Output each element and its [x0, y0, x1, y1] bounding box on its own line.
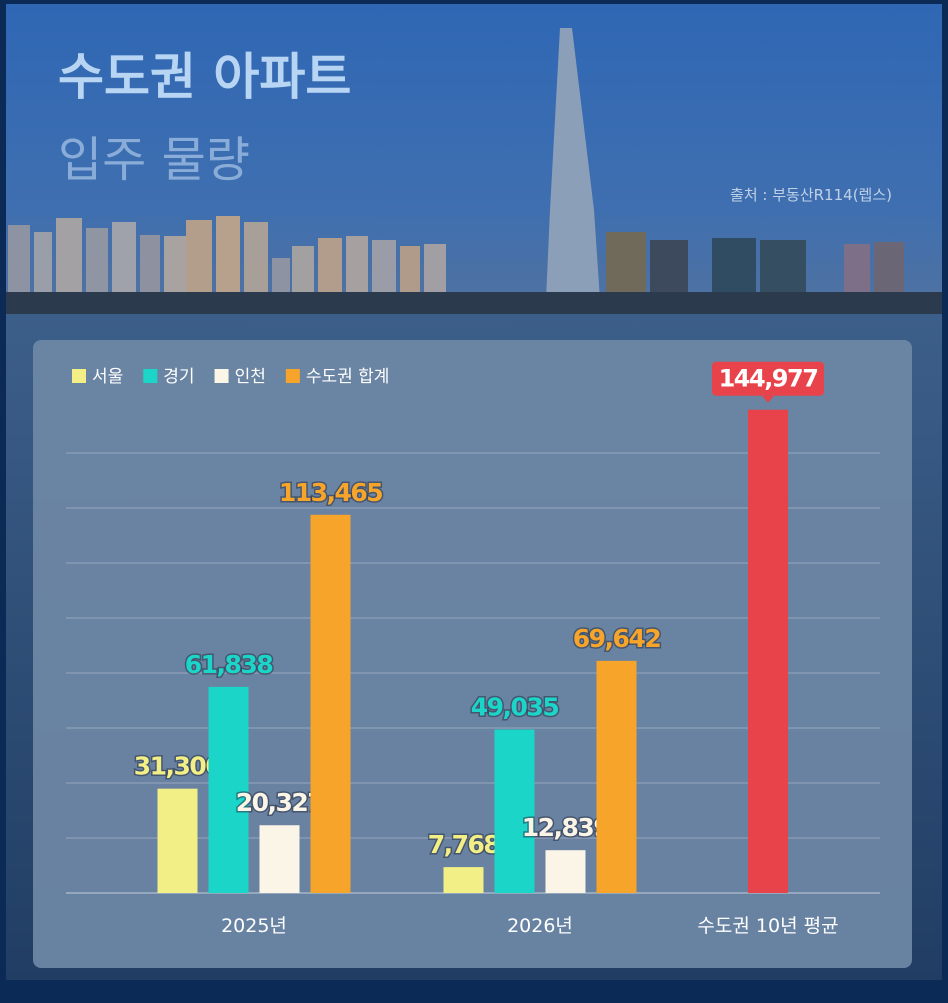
callout-box — [712, 361, 824, 396]
legend-label: 경기 — [163, 367, 194, 387]
legend-swatch — [143, 369, 158, 383]
bars: 2025년31,30061,83820,327113,4652026년7,768… — [132, 361, 839, 937]
bar — [259, 825, 300, 893]
x-tick-label: 2026년 — [507, 915, 573, 937]
x-tick-label: 2025년 — [221, 915, 287, 937]
value-label: 113,465 — [279, 478, 382, 507]
bar — [545, 850, 586, 893]
callout: 144,977 — [712, 361, 824, 403]
plot-panel — [33, 340, 912, 968]
bar — [494, 729, 535, 893]
legend-label: 인천 — [235, 367, 266, 387]
legend-swatch — [214, 369, 229, 383]
subtitle: 입주 물량 — [58, 132, 250, 188]
source: 출처 : 부동산R114(렙스) — [730, 186, 892, 204]
value-label: 69,642 — [573, 624, 661, 653]
value-label: 12,839 — [522, 813, 610, 842]
legend-swatch — [285, 369, 300, 383]
legend-swatch — [72, 369, 86, 383]
bar — [443, 867, 484, 893]
bar — [208, 686, 249, 893]
legend-label: 수도권 합계 — [306, 367, 390, 387]
x-tick-label: 수도권 10년 평균 — [697, 915, 838, 937]
skyline — [6, 28, 942, 314]
value-label: 49,035 — [471, 693, 559, 722]
bar — [157, 788, 198, 893]
value-label: 20,327 — [236, 788, 324, 817]
bar — [748, 409, 788, 893]
legend-label: 서울 — [92, 367, 123, 387]
value-label: 7,768 — [428, 830, 500, 859]
bar — [596, 660, 637, 893]
value-label: 144,977 — [719, 365, 818, 393]
legend: 서울 경기 인천 수도권 합계 — [72, 367, 389, 387]
value-label: 61,838 — [185, 650, 273, 679]
callout-pointer — [762, 395, 774, 403]
bar — [310, 514, 351, 893]
title: 수도권 아파트 — [58, 48, 351, 106]
